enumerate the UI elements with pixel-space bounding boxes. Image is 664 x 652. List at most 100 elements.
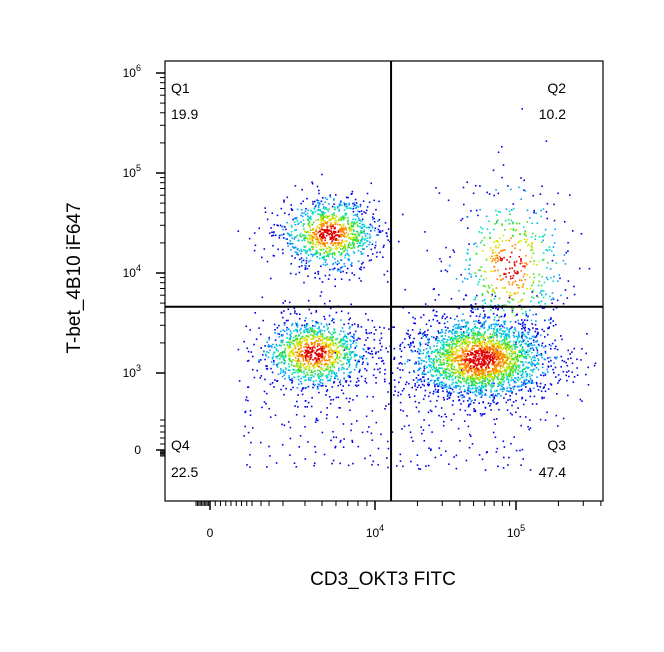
event-dot xyxy=(258,361,260,363)
event-dot xyxy=(536,295,538,297)
event-dot xyxy=(474,409,477,412)
event-dot xyxy=(304,234,307,237)
event-dot xyxy=(469,403,472,405)
event-dot xyxy=(329,337,331,340)
event-dot xyxy=(435,187,437,189)
event-dot xyxy=(523,339,526,342)
event-dot xyxy=(443,346,445,348)
event-dot xyxy=(385,405,387,407)
event-dot xyxy=(548,326,550,328)
event-dot xyxy=(516,357,518,360)
event-dot xyxy=(349,354,352,357)
event-dot xyxy=(313,232,316,234)
event-dot xyxy=(295,369,298,372)
event-dot xyxy=(341,239,343,242)
event-dot xyxy=(288,375,290,377)
event-dot xyxy=(490,389,492,391)
event-dot xyxy=(338,208,340,211)
event-dot xyxy=(289,379,291,381)
event-dot xyxy=(327,215,329,218)
event-dot xyxy=(312,336,315,339)
event-dot xyxy=(318,326,320,328)
event-dot xyxy=(535,212,537,215)
event-dot xyxy=(496,324,498,326)
event-dot xyxy=(272,353,275,356)
event-dot xyxy=(412,342,414,344)
event-dot xyxy=(309,329,311,332)
event-dot xyxy=(523,189,525,191)
event-dot xyxy=(500,371,503,374)
event-dot xyxy=(463,325,466,328)
event-dot xyxy=(478,402,480,404)
event-dot xyxy=(330,218,333,221)
event-dot xyxy=(458,341,460,343)
event-dot xyxy=(342,227,345,230)
event-dot xyxy=(506,333,509,336)
event-dot xyxy=(482,368,485,371)
event-dot xyxy=(489,405,491,407)
event-dot xyxy=(487,367,490,370)
event-dot xyxy=(492,393,495,395)
event-dot xyxy=(497,354,500,357)
event-dot xyxy=(461,394,464,396)
event-dot xyxy=(308,231,311,234)
event-dot xyxy=(539,386,541,388)
event-dot xyxy=(547,327,549,330)
event-dot xyxy=(333,362,335,365)
event-dot xyxy=(561,338,563,341)
event-dot xyxy=(447,358,449,360)
event-dot xyxy=(529,419,531,421)
event-dot xyxy=(322,338,324,340)
event-dot xyxy=(346,368,348,371)
event-dot xyxy=(501,384,503,386)
event-dot xyxy=(511,353,513,355)
event-dot xyxy=(438,332,440,334)
event-dot xyxy=(518,349,521,352)
event-dot xyxy=(470,388,472,390)
event-dot xyxy=(350,345,352,348)
event-dot xyxy=(281,423,283,426)
event-dot xyxy=(294,365,297,367)
event-dot xyxy=(329,332,332,335)
event-dot xyxy=(528,331,530,333)
event-dot xyxy=(465,382,468,385)
event-dot xyxy=(488,375,491,378)
event-dot xyxy=(442,390,444,392)
event-dot xyxy=(511,294,513,296)
event-dot xyxy=(524,262,526,264)
event-dot xyxy=(475,374,478,377)
event-dot xyxy=(415,388,417,391)
event-dot xyxy=(470,378,473,381)
event-dot xyxy=(372,213,375,215)
event-dot xyxy=(290,242,293,245)
event-dot xyxy=(310,338,312,341)
event-dot xyxy=(525,232,527,234)
event-dot xyxy=(477,345,480,347)
event-dot xyxy=(400,393,402,396)
event-dot xyxy=(481,413,484,416)
event-dot xyxy=(535,336,537,338)
event-dot xyxy=(429,391,431,394)
event-dot xyxy=(491,260,494,262)
event-dot xyxy=(310,253,312,256)
event-dot xyxy=(552,280,554,283)
event-dot xyxy=(491,341,493,344)
event-dot xyxy=(448,345,450,347)
event-dot xyxy=(499,360,501,363)
event-dot xyxy=(319,295,322,297)
event-dot xyxy=(513,292,516,294)
event-dot xyxy=(448,385,451,388)
event-dot xyxy=(505,335,508,337)
event-dot xyxy=(493,334,496,337)
event-dot xyxy=(285,387,287,390)
event-dot xyxy=(328,349,330,352)
event-dot xyxy=(342,217,345,219)
event-dot xyxy=(476,321,479,323)
event-dot xyxy=(509,371,511,373)
event-dot xyxy=(468,243,470,245)
event-dot xyxy=(541,185,543,187)
event-dot xyxy=(483,310,485,312)
event-dot xyxy=(546,368,548,371)
event-dot xyxy=(410,342,412,344)
event-dot xyxy=(333,321,335,324)
